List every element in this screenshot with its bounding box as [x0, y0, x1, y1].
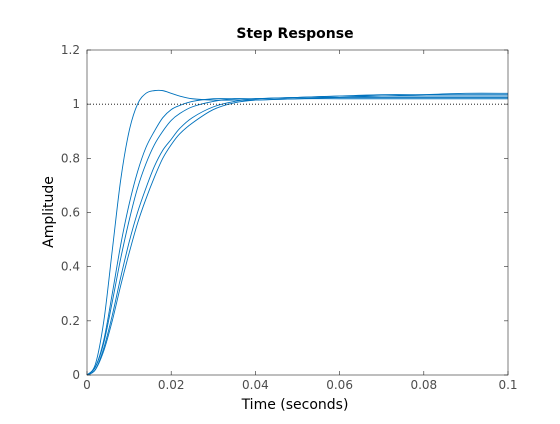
- y-tick-label: 1.2: [61, 43, 80, 57]
- y-tick-label: 0: [72, 368, 80, 382]
- series-line-3: [86, 95, 508, 376]
- y-tick-label: 0.4: [61, 260, 80, 274]
- x-tick-label: 0.06: [326, 378, 353, 392]
- x-tick-label: 0: [83, 378, 91, 392]
- y-tick-label: 0.6: [61, 206, 80, 220]
- series-line-1: [86, 89, 508, 376]
- x-tick-label: 0.1: [498, 378, 517, 392]
- x-axis-label: Time (seconds): [241, 397, 349, 413]
- chart-title: Step Response: [236, 26, 353, 42]
- y-axis-ticks: 0 0.2 0.4 0.6 0.8 1 1.2: [61, 43, 508, 382]
- y-tick-label: 1: [72, 97, 80, 111]
- x-tick-label: 0.04: [242, 378, 269, 392]
- series-layer: [86, 89, 509, 376]
- series-line-4: [86, 94, 508, 376]
- x-axis-ticks: 0 0.02 0.04 0.06 0.08 0.1: [83, 50, 518, 392]
- y-tick-label: 0.8: [61, 151, 80, 165]
- y-tick-label: 0.2: [61, 314, 80, 328]
- x-tick-label: 0.08: [410, 378, 437, 392]
- x-tick-label: 0.02: [158, 378, 185, 392]
- series-line-5: [86, 92, 509, 376]
- y-axis-label: Amplitude: [41, 176, 57, 248]
- series-line-2: [86, 96, 508, 376]
